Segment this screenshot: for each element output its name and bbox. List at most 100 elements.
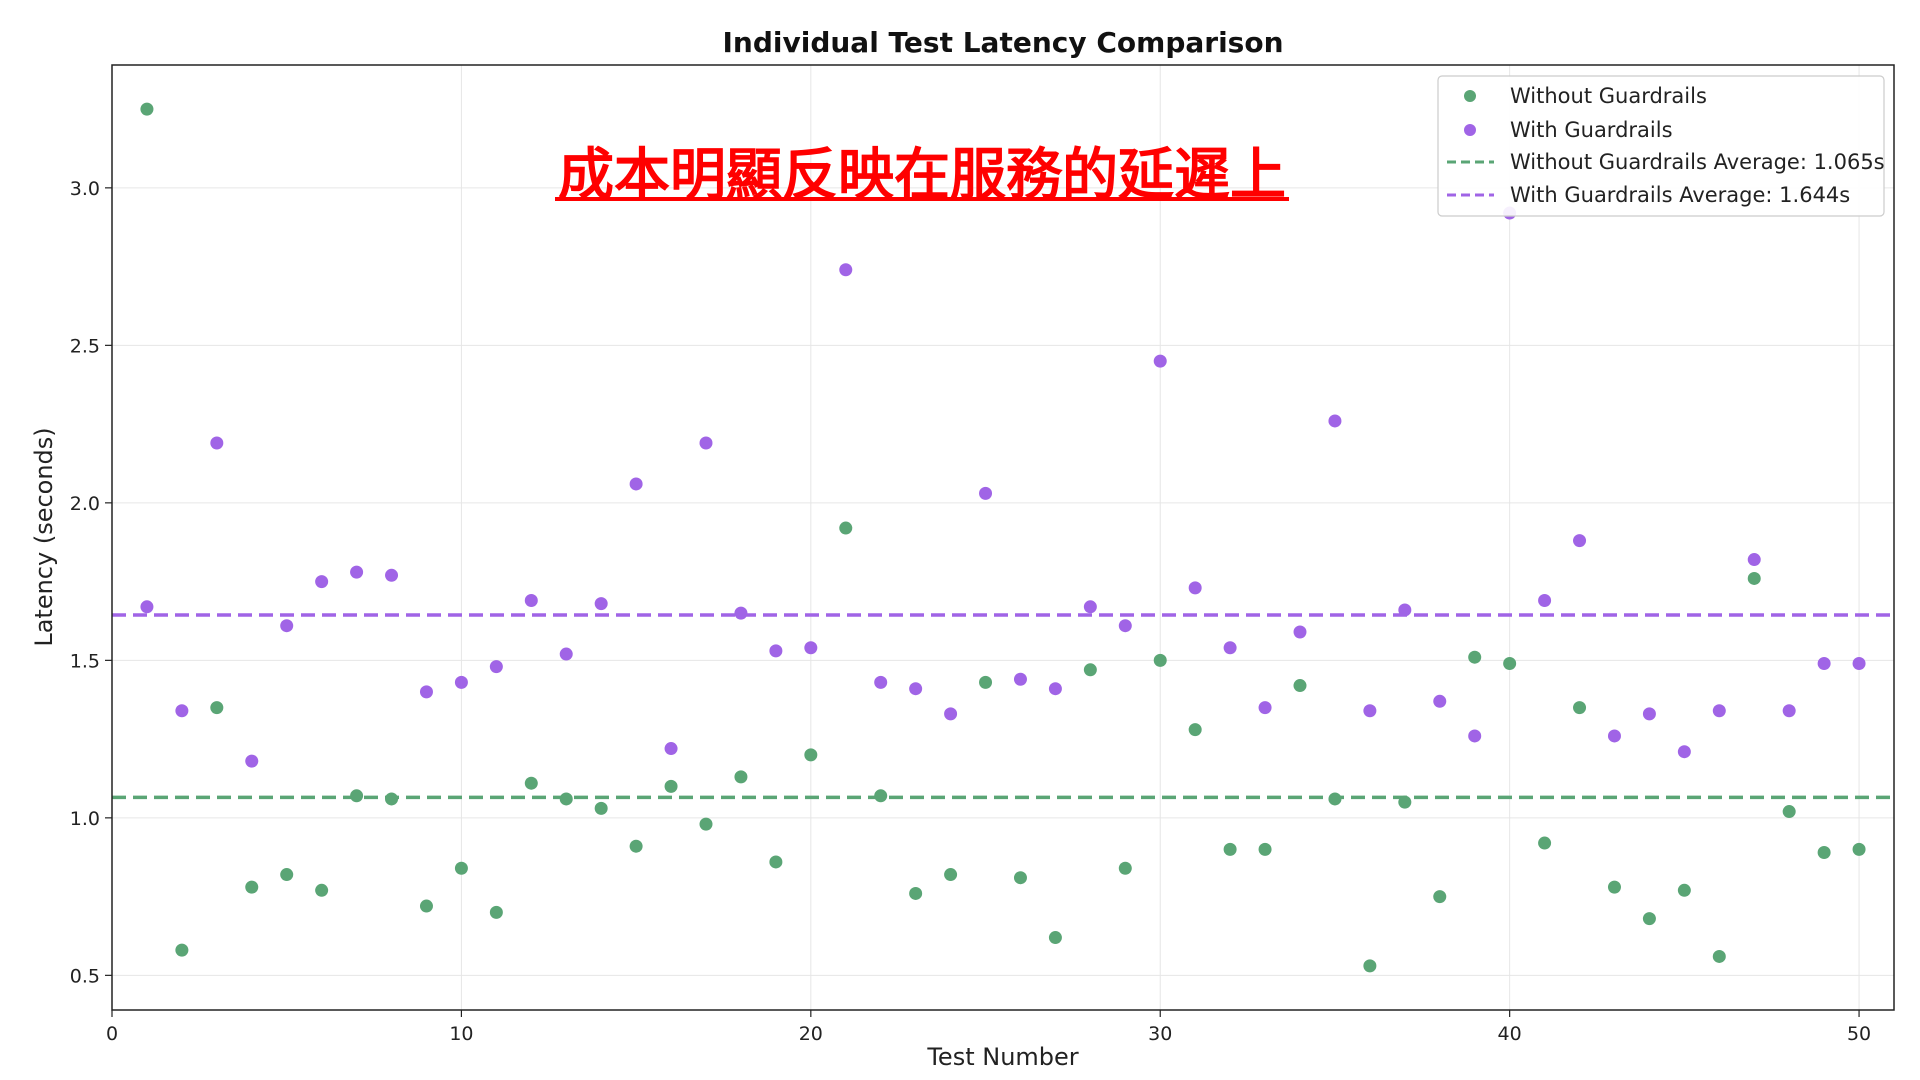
point-without-guardrails: [1328, 792, 1342, 806]
point-with-guardrails: [734, 606, 748, 620]
average-lines: [112, 613, 1894, 800]
x-tick-label: 0: [106, 1023, 118, 1045]
point-with-guardrails: [489, 660, 503, 674]
point-without-guardrails: [280, 868, 294, 882]
point-with-guardrails: [419, 685, 433, 699]
point-with-guardrails: [1747, 553, 1761, 567]
point-with-guardrails: [1293, 625, 1307, 639]
point-with-guardrails: [1677, 745, 1691, 759]
point-with-guardrails: [1852, 657, 1866, 670]
point-with-guardrails: [559, 647, 573, 661]
point-with-guardrails: [1433, 694, 1447, 708]
point-without-guardrails: [629, 839, 643, 853]
point-with-guardrails: [1328, 414, 1342, 428]
point-without-guardrails: [524, 776, 538, 790]
plot-frame: [111, 64, 1895, 1011]
point-without-guardrails: [1433, 890, 1447, 904]
point-without-guardrails: [245, 880, 259, 894]
point-with-guardrails: [315, 575, 329, 589]
point-with-guardrails: [804, 641, 818, 655]
point-without-guardrails: [699, 817, 713, 831]
point-without-guardrails: [1712, 949, 1726, 963]
point-with-guardrails: [140, 600, 154, 614]
point-with-guardrails: [1363, 704, 1377, 718]
point-with-guardrails: [210, 436, 224, 450]
point-with-guardrails: [839, 263, 853, 277]
point-without-guardrails: [1118, 861, 1132, 875]
y-tick-label: 1.5: [70, 650, 100, 672]
x-tick-label: 50: [1847, 1023, 1871, 1045]
x-tick-label: 10: [449, 1023, 473, 1045]
point-without-guardrails: [1852, 842, 1866, 856]
point-with-guardrails: [629, 477, 643, 491]
point-with-guardrails: [1048, 682, 1062, 696]
point-with-guardrails: [1398, 603, 1412, 617]
point-without-guardrails: [874, 789, 888, 803]
point-without-guardrails: [1817, 846, 1831, 859]
point-without-guardrails: [1468, 650, 1482, 664]
point-with-guardrails: [909, 682, 923, 696]
point-with-guardrails: [280, 619, 294, 633]
point-without-guardrails: [419, 899, 433, 913]
point-with-guardrails: [1153, 354, 1167, 368]
y-tick-label: 3.0: [70, 178, 100, 200]
point-without-guardrails: [1223, 842, 1237, 856]
point-without-guardrails: [769, 855, 783, 869]
point-without-guardrails: [1677, 883, 1691, 897]
point-with-guardrails: [245, 754, 259, 768]
point-without-guardrails: [1398, 795, 1412, 809]
point-without-guardrails: [1363, 959, 1377, 973]
point-with-guardrails: [1188, 581, 1202, 595]
point-with-guardrails: [979, 486, 993, 500]
point-with-guardrails: [524, 594, 538, 607]
legend: Without Guardrails With Guardrails Witho…: [1437, 75, 1885, 217]
point-with-guardrails: [1118, 619, 1132, 633]
point-without-guardrails: [1293, 679, 1307, 693]
point-with-guardrails: [385, 568, 399, 582]
point-without-guardrails: [1782, 805, 1796, 819]
axis-ticks: 0 10 20 30 40 50 0.5 1.0 1.5 2.0 2.5 3.0: [70, 178, 1871, 1045]
x-tick-label: 30: [1148, 1023, 1172, 1045]
chart-title: Individual Test Latency Comparison: [722, 26, 1283, 59]
y-tick-label: 2.5: [70, 335, 100, 357]
x-axis-label: Test Number: [926, 1043, 1078, 1071]
point-without-guardrails: [1538, 836, 1552, 850]
point-without-guardrails: [804, 748, 818, 762]
scatter-points: [140, 102, 1866, 973]
point-without-guardrails: [489, 905, 503, 919]
point-with-guardrails: [1258, 701, 1272, 715]
legend-marker-with: [1464, 124, 1476, 136]
y-tick-label: 1.0: [70, 808, 100, 830]
point-without-guardrails: [839, 521, 853, 535]
point-with-guardrails: [350, 565, 364, 579]
point-without-guardrails: [315, 883, 329, 897]
point-with-guardrails: [1538, 594, 1552, 607]
point-without-guardrails: [1642, 912, 1656, 926]
point-with-guardrails: [1468, 729, 1482, 743]
point-without-guardrails: [1607, 880, 1621, 894]
legend-label-without-average: Without Guardrails Average: 1.065s: [1510, 150, 1885, 174]
point-without-guardrails: [944, 868, 958, 882]
point-without-guardrails: [1573, 701, 1587, 715]
point-with-guardrails: [1573, 534, 1587, 548]
point-without-guardrails: [559, 792, 573, 806]
y-tick-label: 0.5: [70, 965, 100, 987]
point-with-guardrails: [1607, 729, 1621, 743]
point-without-guardrails: [175, 943, 189, 957]
x-tick-label: 40: [1498, 1023, 1522, 1045]
point-with-guardrails: [175, 704, 189, 718]
point-without-guardrails: [734, 770, 748, 784]
point-without-guardrails: [909, 886, 923, 900]
legend-box: [1437, 75, 1885, 217]
grid-lines: [111, 65, 1894, 1010]
point-without-guardrails: [594, 801, 608, 815]
y-axis-label: Latency (seconds): [30, 427, 58, 646]
point-without-guardrails: [979, 675, 993, 689]
point-with-guardrails: [1013, 672, 1027, 686]
point-without-guardrails: [350, 789, 364, 803]
point-without-guardrails: [1188, 723, 1202, 737]
legend-label-with: With Guardrails: [1510, 118, 1673, 142]
point-with-guardrails: [1223, 641, 1237, 655]
point-with-guardrails: [944, 707, 958, 721]
